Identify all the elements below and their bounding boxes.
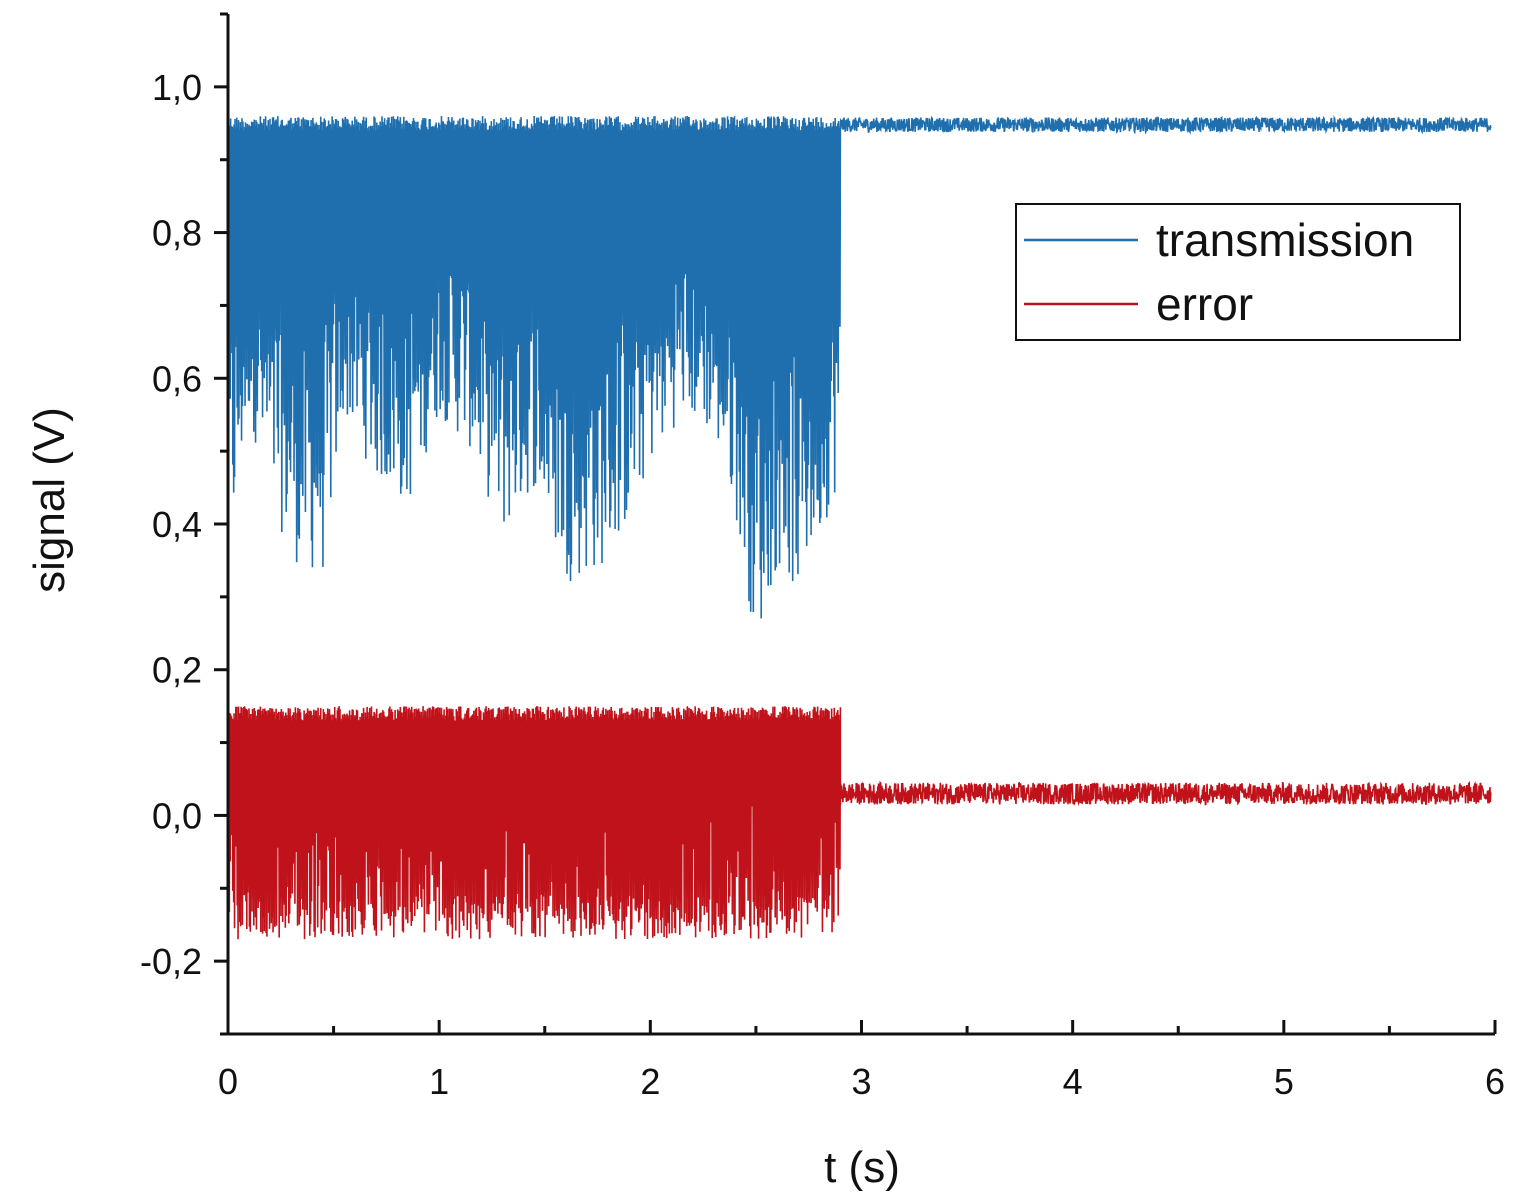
legend-box [1015,203,1461,341]
y-axis-label: signal (V) [25,407,74,593]
x-tick-label: 5 [1274,1061,1294,1102]
y-tick-label: 0,0 [152,795,202,836]
y-tick-label: 0,4 [152,504,202,545]
legend-label-transmission: transmission [1156,214,1414,266]
y-tick-label: 0,8 [152,213,202,254]
x-tick-label: 4 [1063,1061,1083,1102]
y-tick-label: 0,6 [152,358,202,399]
legend-label-error: error [1156,278,1253,330]
x-tick-label: 2 [640,1061,660,1102]
legend: transmission error [1015,203,1461,341]
x-tick-label: 0 [218,1061,238,1102]
series-layer [227,115,1492,940]
series-line-error [227,706,1492,940]
series-line-transmission [227,115,1492,619]
x-tick-label: 6 [1485,1061,1505,1102]
y-tick-label: -0,2 [140,941,202,982]
y-tick-label: 0,2 [152,650,202,691]
ticks: 0 1 2 3 4 5 6 -0,2 0,0 0,2 0,4 0,6 0,8 1,0 [140,12,1505,1102]
y-tick-label: 1,0 [152,67,202,108]
x-tick-label: 3 [851,1061,871,1102]
x-axis-label: t (s) [824,1143,900,1192]
x-tick-label: 1 [429,1061,449,1102]
